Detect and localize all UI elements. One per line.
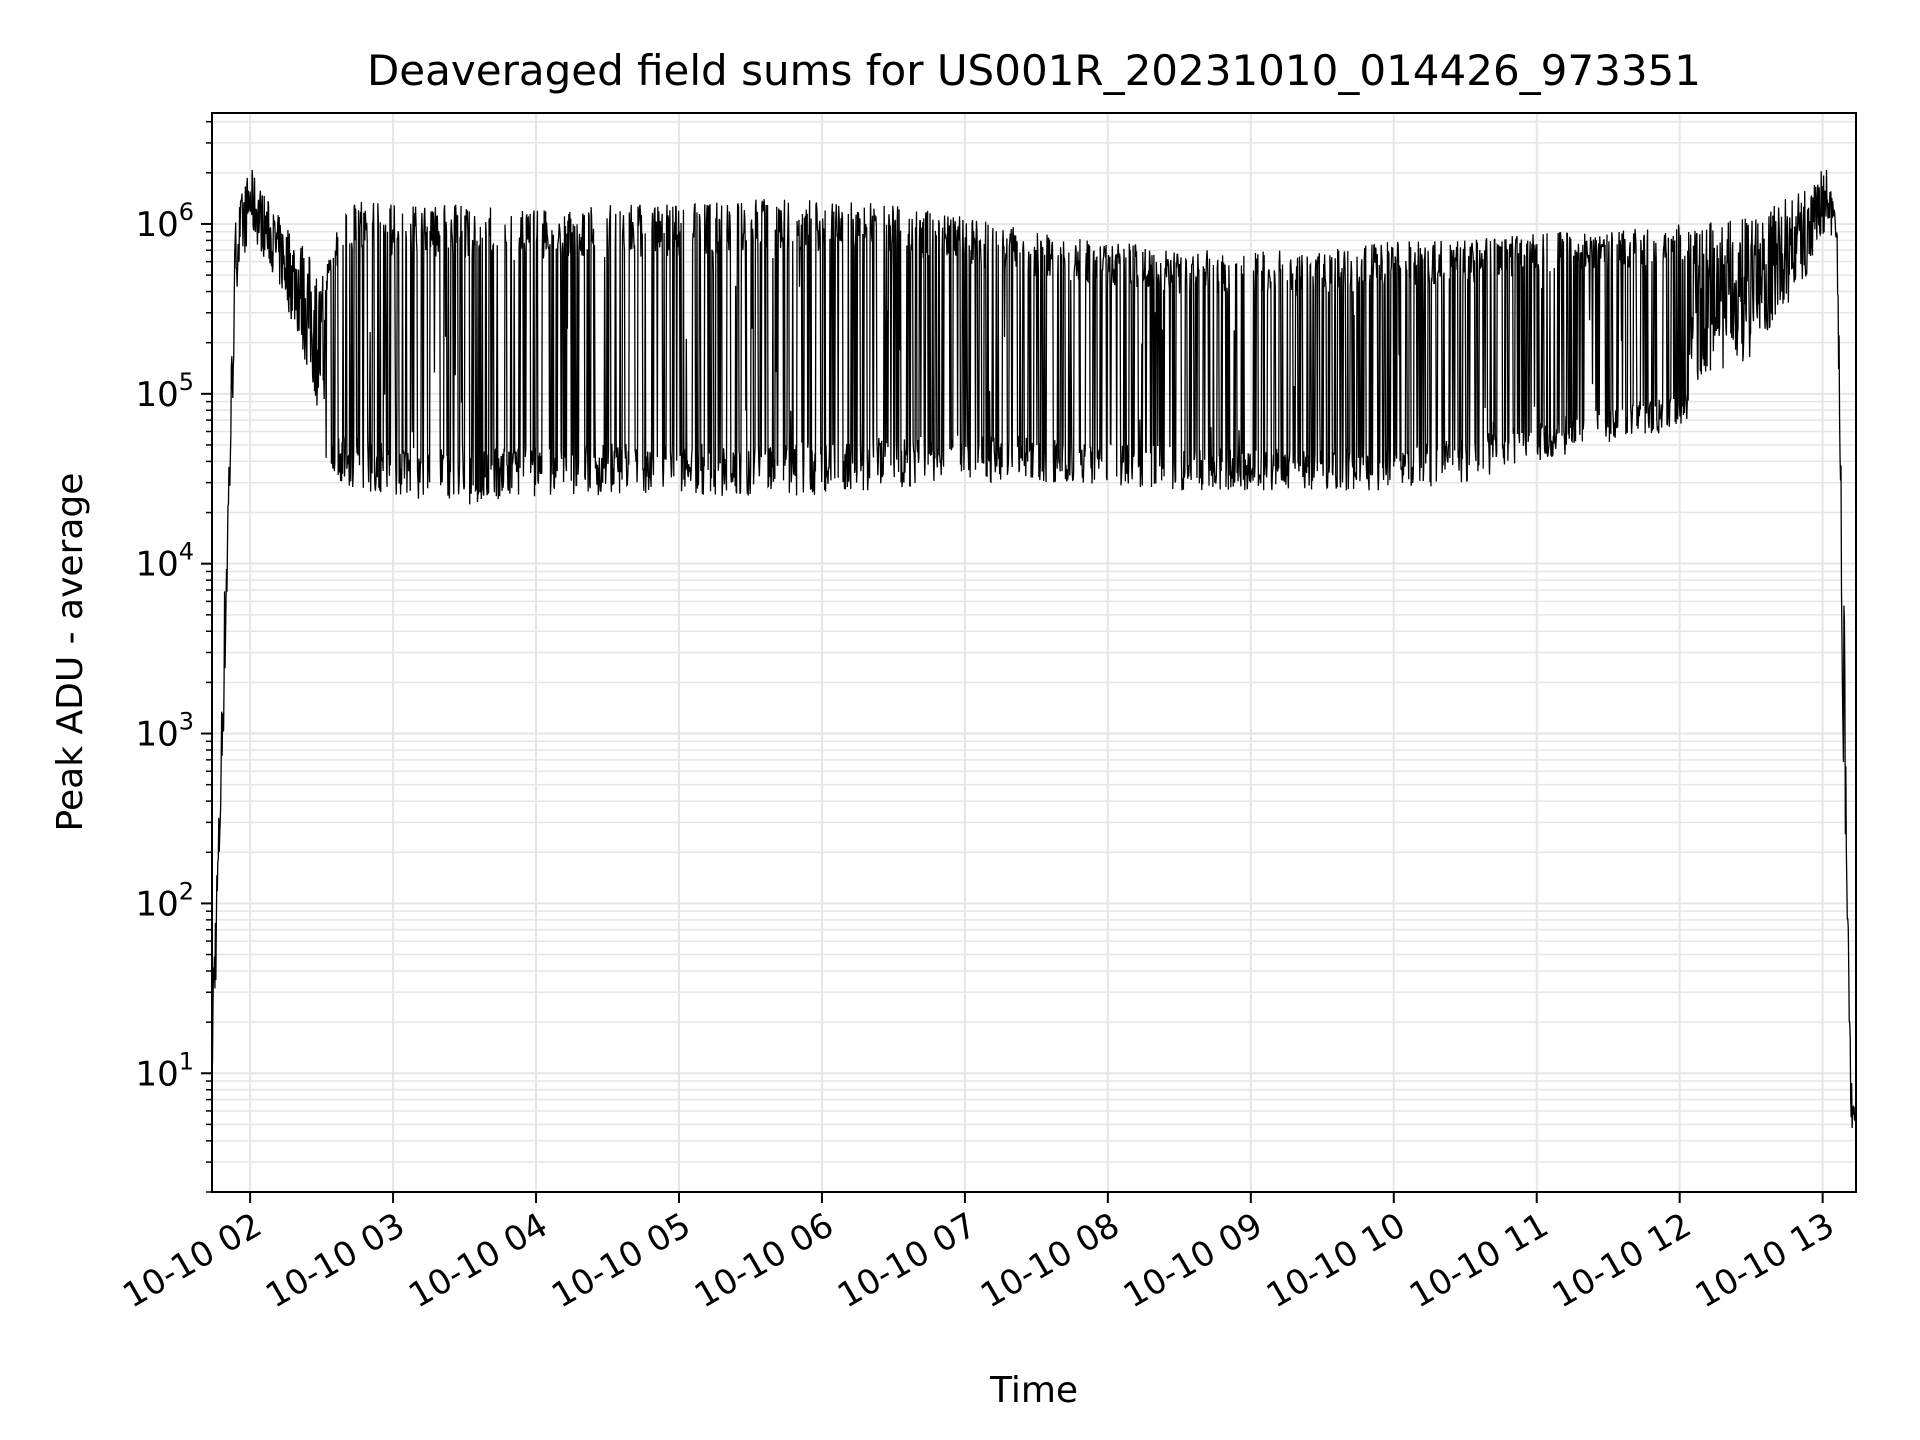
x-axis-label: Time [989, 1370, 1078, 1411]
y-tick-label: 101 [135, 1047, 194, 1094]
series-trace [211, 169, 1857, 1129]
y-tick-label: 104 [135, 538, 194, 585]
series-line [211, 169, 1857, 1129]
y-tick-label: 102 [135, 877, 194, 924]
y-axis-label: Peak ADU - average [50, 473, 91, 832]
chart-title: Deaveraged field sums for US001R_2023101… [367, 46, 1701, 95]
y-tick-label: 103 [135, 708, 194, 755]
y-tick-label: 106 [135, 198, 194, 245]
y-tick-label: 105 [135, 368, 194, 415]
